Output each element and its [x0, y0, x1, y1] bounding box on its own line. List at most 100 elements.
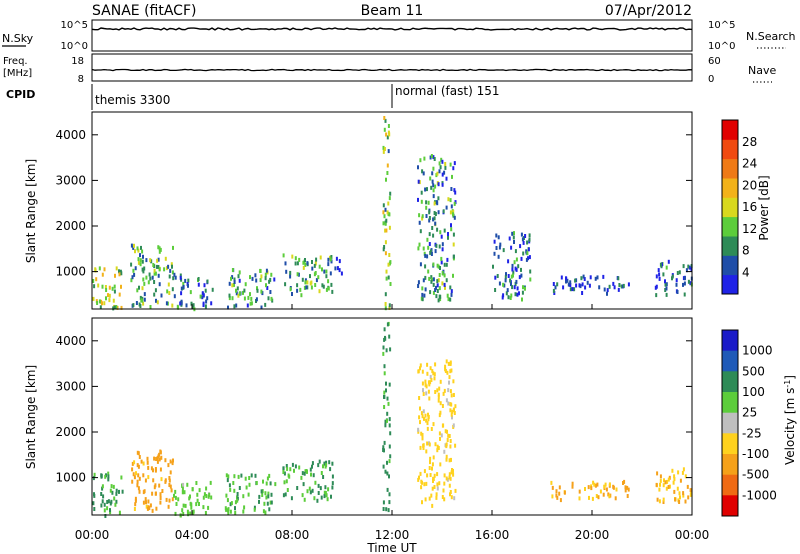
velocity-echo-cell	[438, 481, 441, 486]
power-echo-cell	[435, 243, 438, 248]
power-echo-cell	[99, 305, 102, 310]
velocity-echo-cell	[230, 501, 233, 506]
velocity-echo-cell	[423, 416, 425, 421]
velocity-echo-cell	[104, 474, 107, 479]
power-echo-cell	[588, 283, 591, 288]
power-echo-cell	[155, 264, 158, 269]
power-echo-cell	[683, 292, 686, 297]
velocity-echo-cell	[140, 459, 143, 464]
power-echo-cell	[554, 285, 557, 290]
power-echo-cell	[179, 275, 182, 280]
power-echo-cell	[511, 263, 514, 268]
power-echo-cell	[529, 269, 532, 274]
power-echo-cell	[254, 273, 257, 278]
velocity-echo-cell	[444, 364, 447, 369]
velocity-echo-cell	[684, 499, 687, 504]
power-echo-cell	[510, 274, 513, 279]
velocity-echo-cell	[225, 493, 228, 498]
power-echo-cell	[440, 260, 443, 265]
velocity-echo-cell	[171, 497, 174, 502]
power-echo-cell	[149, 276, 152, 281]
power-echo-cell	[387, 124, 390, 128]
velocity-echo-cell	[137, 473, 140, 478]
power-echo-cell	[160, 293, 163, 298]
velocity-echo-cell	[427, 412, 429, 417]
velocity-echo-cell	[93, 472, 96, 477]
power-echo-cell	[303, 285, 306, 290]
velocity-echo-cell	[433, 372, 436, 377]
velocity-echo-cell	[169, 484, 172, 489]
nsearch-tick-top: 10^5	[708, 20, 735, 31]
power-echo-cell	[441, 159, 444, 164]
power-echo-cell	[93, 284, 96, 289]
velocity-echo-cell	[269, 500, 272, 505]
velocity-echo-cell	[431, 486, 434, 491]
velocity-echo-cell	[449, 360, 452, 365]
velocity-echo-cell	[426, 473, 429, 478]
velocity-echo-cell	[449, 439, 452, 443]
velocity-echo-cell	[422, 443, 425, 448]
power-echo-cell	[306, 280, 309, 285]
velocity-echo-cell	[227, 507, 230, 512]
power-echo-cell	[661, 262, 663, 267]
velocity-echo-cell	[450, 495, 453, 500]
velocity-echo-cell	[419, 420, 421, 425]
power-echo-cell	[439, 297, 442, 302]
power-echo-cell	[270, 296, 273, 301]
velocity-echo-cell	[627, 487, 630, 492]
power-echo-cell	[298, 257, 301, 262]
velocity-colorbar-frame	[721, 329, 739, 517]
velocity-colorbar-segment	[722, 433, 738, 455]
velocity-echo-cell	[588, 495, 590, 500]
velocity-echo-cell	[167, 504, 170, 509]
power-echo-cell	[422, 171, 425, 176]
power-echo-cell	[447, 197, 450, 202]
velocity-echo-cell	[138, 455, 141, 459]
velocity-echo-cell	[146, 506, 149, 511]
velocity-echo-cell	[424, 382, 427, 387]
velocity-echo-cell	[425, 449, 428, 454]
power-echo-cell	[522, 240, 525, 245]
power-echo-cell	[182, 281, 185, 286]
power-echo-cell	[330, 255, 333, 259]
velocity-echo-cell	[437, 446, 440, 450]
power-echo-cell	[520, 273, 523, 278]
power-echo-cell	[165, 301, 168, 306]
power-echo-cell	[419, 229, 422, 234]
freq-label-line1: Freq.	[3, 56, 28, 67]
power-echo-cell	[516, 286, 519, 291]
power-echo-cell	[426, 254, 429, 259]
power-echo-cell	[185, 303, 188, 308]
power-echo-cell	[388, 225, 391, 230]
velocity-echo-cell	[429, 473, 432, 477]
velocity-echo-cell	[571, 484, 574, 489]
velocity-echo-cell	[624, 488, 627, 493]
power-echo-cell	[331, 289, 334, 294]
velocity-echo-cell	[555, 493, 558, 498]
power-cbar-tick-4: 4	[742, 265, 750, 279]
velocity-echo-cell	[438, 386, 441, 391]
velocity-echo-cell	[330, 494, 332, 499]
velocity-echo-cell	[161, 489, 164, 493]
velocity-echo-cell	[442, 488, 445, 493]
velocity-echo-cell	[682, 467, 685, 472]
velocity-echo-cell	[227, 510, 230, 515]
velocity-echo-cell	[450, 412, 453, 417]
power-echo-cell	[659, 262, 662, 267]
power-echo-cell	[426, 237, 429, 242]
velocity-echo-cell	[261, 493, 264, 497]
velocity-echo-cell	[136, 450, 139, 455]
power-echo-cell	[335, 256, 338, 261]
velocity-echo-cell	[388, 500, 391, 505]
velocity-echo-cell	[290, 496, 293, 501]
velocity-echo-cell	[608, 482, 611, 487]
power-cbar-cells-segment	[722, 236, 738, 256]
power-echo-cell	[431, 171, 434, 176]
velocity-echo-cell	[382, 345, 385, 350]
power-echo-cell	[155, 298, 157, 303]
velocity-echo-cell	[153, 456, 156, 461]
power-echo-cell	[384, 251, 387, 256]
power-echo-cell	[513, 231, 515, 236]
nsky-tick-top: 10^5	[61, 20, 88, 31]
velocity-echo-cell	[134, 498, 137, 503]
